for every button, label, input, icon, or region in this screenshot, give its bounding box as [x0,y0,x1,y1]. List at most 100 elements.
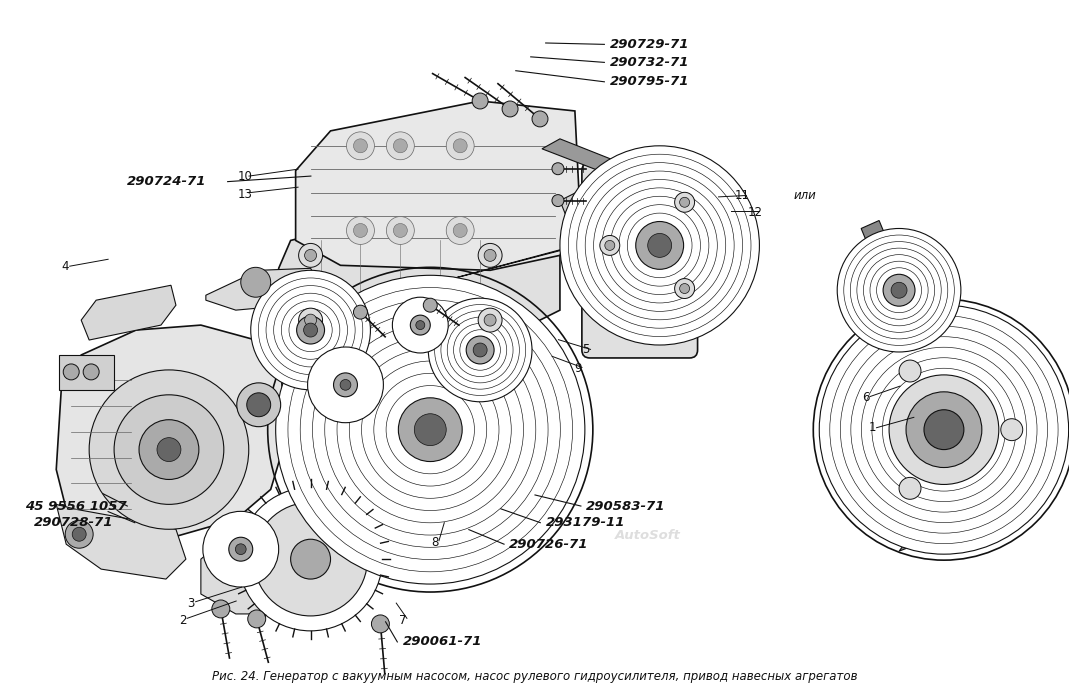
Text: AutoSoft: AutoSoft [615,529,681,541]
Circle shape [891,283,907,298]
Circle shape [340,379,351,390]
Circle shape [247,393,271,417]
Circle shape [236,383,280,427]
Circle shape [679,283,689,294]
Circle shape [924,410,964,450]
Circle shape [484,249,496,261]
Circle shape [502,101,518,117]
Circle shape [307,347,383,422]
Circle shape [532,111,548,127]
Polygon shape [370,228,640,300]
Circle shape [446,132,474,160]
Circle shape [472,93,488,109]
Circle shape [353,305,367,319]
Circle shape [305,249,317,261]
Polygon shape [81,285,175,340]
Circle shape [72,528,87,541]
Circle shape [393,297,448,353]
Circle shape [157,438,181,461]
Text: 6: 6 [862,391,870,404]
Text: 2: 2 [179,614,186,627]
Circle shape [347,216,374,244]
Circle shape [114,395,224,505]
Circle shape [241,267,271,297]
Circle shape [89,370,248,529]
Circle shape [410,315,430,335]
Circle shape [291,539,331,579]
Circle shape [353,139,367,153]
Circle shape [484,314,496,326]
Text: 4: 4 [62,260,70,273]
Circle shape [454,139,468,153]
Circle shape [394,223,408,237]
Circle shape [428,298,532,402]
Circle shape [139,420,199,480]
Circle shape [1000,419,1023,441]
Circle shape [478,244,502,267]
Circle shape [647,233,672,258]
Circle shape [478,308,502,332]
Circle shape [675,192,694,212]
Circle shape [837,228,961,352]
Circle shape [229,537,253,561]
Polygon shape [205,269,321,310]
Circle shape [416,321,425,330]
Circle shape [899,477,921,499]
Circle shape [454,223,468,237]
Circle shape [276,276,585,584]
Circle shape [305,314,317,326]
Text: 290724-71: 290724-71 [127,175,207,188]
Bar [59,355,114,390]
Text: Рис. 24. Генератор с вакуумным насосом, насос рулевого гидроусилителя, привод на: Рис. 24. Генератор с вакуумным насосом, … [212,670,858,683]
Circle shape [299,244,322,267]
Circle shape [386,216,414,244]
Circle shape [600,235,620,255]
Polygon shape [57,505,186,579]
Circle shape [394,139,408,153]
Circle shape [552,163,564,175]
Circle shape [250,270,370,390]
Text: 11: 11 [734,189,750,202]
Circle shape [296,316,324,344]
Circle shape [254,503,367,616]
Circle shape [371,615,389,633]
Polygon shape [560,186,600,226]
Circle shape [929,415,959,445]
Circle shape [636,221,684,269]
FancyBboxPatch shape [582,163,698,358]
Text: 45 9556 1057: 45 9556 1057 [25,500,126,512]
Polygon shape [57,325,286,539]
Circle shape [239,487,382,631]
Circle shape [414,413,446,445]
Circle shape [334,373,357,397]
Circle shape [552,195,564,207]
Circle shape [889,375,998,484]
Circle shape [424,298,438,312]
Polygon shape [278,216,560,345]
Circle shape [560,145,760,345]
Text: 12: 12 [747,206,762,219]
Circle shape [83,364,100,380]
Polygon shape [899,487,964,551]
Circle shape [235,544,246,555]
Circle shape [386,132,414,160]
Circle shape [347,132,374,160]
Circle shape [473,343,487,357]
Circle shape [65,521,93,548]
Circle shape [820,305,1069,554]
Circle shape [605,240,615,251]
Text: 7: 7 [399,614,407,627]
Circle shape [299,308,322,332]
Circle shape [883,274,915,306]
Polygon shape [201,524,316,614]
Circle shape [906,392,982,468]
Polygon shape [295,101,580,270]
Circle shape [248,610,265,628]
Text: 13: 13 [238,188,253,200]
Circle shape [467,336,494,364]
Text: 10: 10 [238,170,253,182]
Text: 290583-71: 290583-71 [586,500,666,512]
Circle shape [353,223,367,237]
Text: 5: 5 [582,343,590,356]
Circle shape [675,278,694,299]
